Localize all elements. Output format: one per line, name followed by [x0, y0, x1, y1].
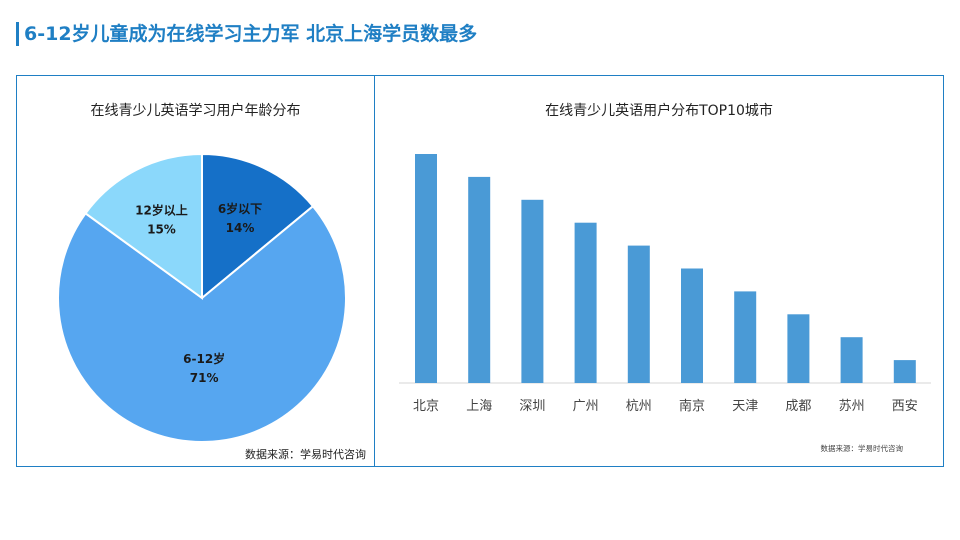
bar-source-note: 数据来源：学易时代咨询	[820, 444, 904, 453]
title-accent-bar	[16, 22, 19, 46]
bar-8	[787, 314, 810, 383]
bar-10	[893, 360, 916, 383]
bar-chart-title: 在线青少儿英语用户分布TOP10城市	[545, 103, 773, 119]
pie-slice-name: 12岁以上	[135, 202, 188, 217]
x-tick-label: 杭州	[626, 399, 652, 414]
x-tick-label: 西安	[892, 399, 918, 414]
age-pie-chart: 6岁以下 14% 6-12岁 71% 12岁以上 15%	[57, 152, 347, 443]
pie-source-note: 数据来源：学易时代咨询	[245, 448, 366, 461]
x-tick-label: 成都	[785, 399, 811, 414]
x-tick-label: 上海	[466, 399, 492, 414]
bar-7	[734, 291, 757, 383]
city-bar-chart: 北京 上海 深圳 广州 杭州 南京 天津 成都 苏州 西安	[399, 154, 931, 414]
pie-slice-percent: 14%	[226, 221, 255, 235]
pie-slice	[84, 152, 203, 300]
bar-4	[574, 222, 597, 383]
pie-slice	[201, 152, 315, 301]
bar-3	[521, 199, 544, 383]
x-tick-label: 广州	[573, 399, 599, 414]
x-tick-label: 北京	[413, 399, 439, 414]
bar-5	[627, 245, 650, 383]
bar-6	[681, 268, 703, 383]
bar-9	[840, 337, 863, 383]
pie-chart-title: 在线青少儿英语学习用户年龄分布	[90, 103, 301, 119]
age-distribution-panel: 在线青少儿英语学习用户年龄分布 6岁以下 14% 6-12岁 71% 12岁以上 15% …	[16, 75, 375, 467]
pie-slice-name: 6岁以下	[218, 201, 262, 216]
city-distribution-panel: 在线青少儿英语用户分布TOP10城市 北京 上海 深圳 广州 杭州 南京 天津 成都 苏州 西安 …	[374, 75, 944, 467]
pie-slice-name: 6-12岁	[183, 351, 225, 366]
pie-slice	[57, 204, 347, 443]
bar-2	[468, 176, 491, 383]
x-tick-label: 南京	[679, 398, 705, 414]
bar-1	[415, 154, 437, 383]
x-tick-label: 苏州	[839, 398, 865, 414]
pie-slice-percent: 15%	[147, 222, 176, 236]
pie-slice-percent: 71%	[190, 371, 219, 385]
x-tick-label: 深圳	[519, 399, 545, 414]
page-title: 6-12岁儿童成为在线学习主力军 北京上海学员数最多	[24, 23, 478, 45]
x-tick-label: 天津	[732, 399, 758, 414]
